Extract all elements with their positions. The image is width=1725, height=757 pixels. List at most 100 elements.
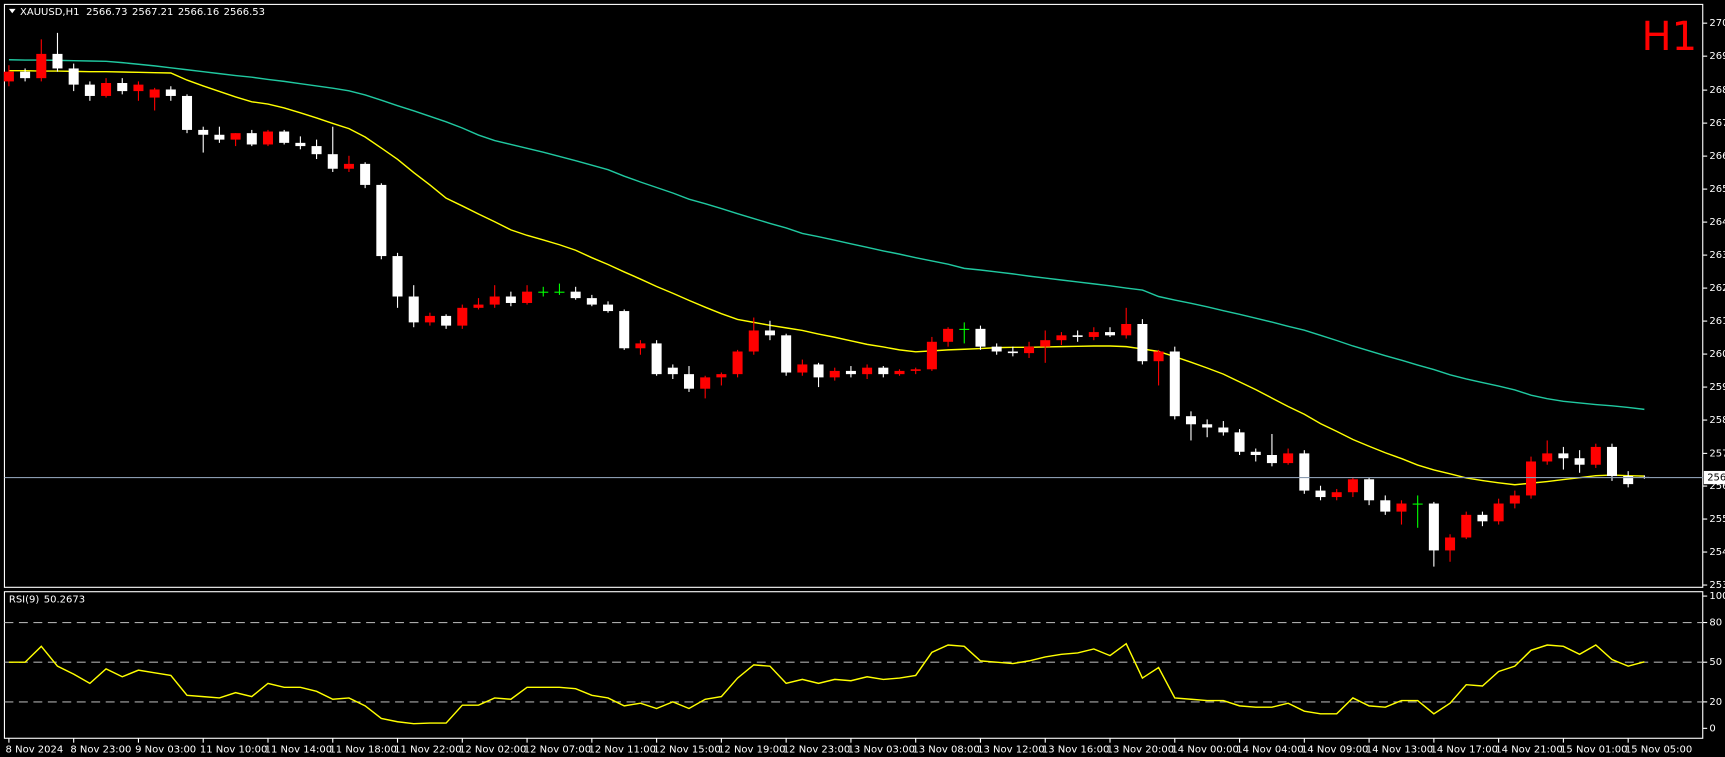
candle-body xyxy=(52,53,63,69)
candle-body xyxy=(117,83,128,92)
candle-body xyxy=(311,146,322,155)
x-tick-label: 13 Nov 20:00 xyxy=(1107,744,1174,755)
candle-body xyxy=(1024,346,1035,354)
rsi-title: RSI(9) xyxy=(9,594,40,605)
y-tick-label: 2655.70 xyxy=(1709,184,1725,195)
rsi-value: 50.2673 xyxy=(44,594,85,605)
candle-body xyxy=(975,328,986,347)
menu-triangle xyxy=(8,8,16,14)
x-tick-label: 14 Nov 21:00 xyxy=(1495,744,1562,755)
candle-body xyxy=(1185,416,1196,425)
candle-body xyxy=(683,374,695,389)
candle-body xyxy=(781,335,792,373)
candle-body xyxy=(327,154,338,169)
symbol: XAUUSD,H1 xyxy=(20,7,79,18)
candle-body xyxy=(862,367,873,375)
candle-body xyxy=(1542,453,1553,462)
candle-body xyxy=(943,328,954,342)
candle-body xyxy=(910,369,921,371)
x-tick-label: 13 Nov 08:00 xyxy=(912,744,979,755)
candle-body xyxy=(1202,424,1213,428)
candle-body xyxy=(1283,453,1294,464)
x-tick-label: 14 Nov 00:00 xyxy=(1171,744,1238,755)
candle-body xyxy=(1250,451,1261,456)
candle-body xyxy=(1137,324,1148,362)
y-tick-label: 2696.80 xyxy=(1709,51,1725,62)
x-tick-label: 8 Nov 23:00 xyxy=(70,744,131,755)
header-high: 2567.21 xyxy=(132,7,173,18)
x-tick-label: 12 Nov 15:00 xyxy=(653,744,720,755)
y-tick-label: 2543.50 xyxy=(1709,547,1725,558)
candle-body xyxy=(667,367,678,375)
candle-body xyxy=(424,315,435,323)
candle-body xyxy=(732,351,743,375)
candle-body xyxy=(68,68,79,85)
current-price-label: 2566.53 xyxy=(1707,473,1725,484)
y-tick-label: 2574.00 xyxy=(1709,448,1725,459)
x-tick-label: 12 Nov 11:00 xyxy=(589,744,656,755)
candle-body xyxy=(101,83,112,96)
y-tick-label: 2604.70 xyxy=(1709,349,1725,360)
candle-body xyxy=(489,296,500,305)
y-tick-label: 2584.30 xyxy=(1709,415,1725,426)
candle-body xyxy=(505,296,516,303)
candle-body xyxy=(473,304,484,308)
candle-body xyxy=(1315,490,1326,498)
candle-body xyxy=(376,184,387,257)
x-tick-label: 11 Nov 14:00 xyxy=(265,744,332,755)
chart-header: XAUUSD,H1 2566.73 2567.21 2566.16 2566.53 xyxy=(20,7,265,18)
candle-body xyxy=(619,311,630,349)
candle-body xyxy=(748,330,759,352)
moving-average xyxy=(8,70,1645,486)
candle-body xyxy=(1056,335,1067,341)
candle-body xyxy=(1364,479,1375,501)
candle-body xyxy=(1509,495,1520,504)
x-tick-label: 13 Nov 16:00 xyxy=(1042,744,1109,755)
candle-body xyxy=(457,307,468,326)
candle-body xyxy=(182,95,193,130)
candle-body xyxy=(829,370,840,378)
candle-body xyxy=(1412,503,1423,505)
candle-body xyxy=(1105,332,1116,336)
candle-body xyxy=(279,131,290,143)
candle-body xyxy=(1606,446,1617,477)
candle-body xyxy=(230,133,241,140)
x-tick-label: 12 Nov 23:00 xyxy=(783,744,850,755)
rsi-panel xyxy=(3,591,1704,739)
candle-body xyxy=(20,71,31,79)
y-tick-label: 100 xyxy=(1709,591,1725,602)
candle-body xyxy=(165,89,176,96)
candle-body xyxy=(295,142,306,147)
x-tick-label: 13 Nov 03:00 xyxy=(848,744,915,755)
candle-body xyxy=(343,163,354,169)
candle-body xyxy=(716,374,727,378)
candle-body xyxy=(149,89,160,98)
candle-body xyxy=(1380,500,1391,512)
candle-body xyxy=(1266,455,1277,464)
candle-body xyxy=(586,298,597,305)
candle-body xyxy=(1347,479,1358,493)
y-tick-label: 2594.50 xyxy=(1709,382,1725,393)
candle-body xyxy=(36,53,47,79)
moving-average xyxy=(8,59,1645,411)
candle-body xyxy=(764,330,775,336)
candle-body xyxy=(1590,446,1601,465)
header-close: 2566.53 xyxy=(224,7,265,18)
candle-body xyxy=(262,131,273,145)
x-tick-label: 11 Nov 18:00 xyxy=(329,744,396,755)
candle-body xyxy=(1558,453,1569,459)
candle-body xyxy=(360,163,371,185)
y-tick-label: 2707.00 xyxy=(1709,18,1725,29)
candle-body xyxy=(1574,458,1585,465)
x-tick-label: 11 Nov 22:00 xyxy=(394,744,461,755)
x-tick-label: 14 Nov 09:00 xyxy=(1301,744,1368,755)
candle-body xyxy=(635,343,646,349)
y-tick-label: 50 xyxy=(1709,657,1722,668)
candle-body xyxy=(1169,351,1180,417)
candle-body xyxy=(845,370,856,375)
y-tick-label: 2533.30 xyxy=(1709,580,1725,591)
y-tick-label: 0 xyxy=(1709,723,1715,734)
candle-body xyxy=(392,256,403,297)
